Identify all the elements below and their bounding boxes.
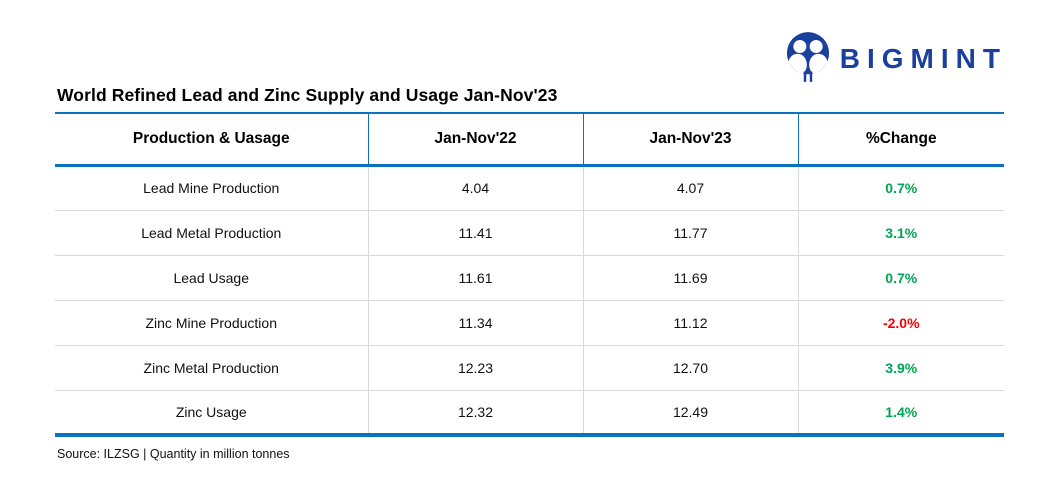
lead-zinc-supply-table: Production & Uasage Jan-Nov'22 Jan-Nov'2… [55,112,1004,437]
col-header-jan-nov-22: Jan-Nov'22 [368,113,584,167]
table-row: Zinc Mine Production 11.34 11.12 -2.0% [55,299,1004,345]
header-row: Production & Uasage Jan-Nov'22 Jan-Nov'2… [55,113,1004,167]
bigmint-logo: BIGMINT [785,31,1007,90]
value-jan-nov23: 4.07 [583,165,799,210]
col-header-production-usage: Production & Uasage [55,113,369,167]
value-jan-nov22: 11.41 [368,209,584,255]
value-jan-nov23: 11.77 [583,209,799,255]
page-title: World Refined Lead and Zinc Supply and U… [57,85,558,105]
row-label: Zinc Mine Production [55,299,369,345]
value-jan-nov23: 12.70 [583,344,799,390]
value-jan-nov23: 12.49 [583,389,799,435]
value-jan-nov23: 11.69 [583,254,799,300]
value-jan-nov22: 11.61 [368,254,584,300]
value-pct-change: 3.1% [798,209,1004,255]
table-row: Zinc Metal Production 12.23 12.70 3.9% [55,344,1004,390]
col-header-pct-change: %Change [798,113,1004,167]
value-pct-change: 3.9% [798,344,1004,390]
row-label: Lead Mine Production [55,165,369,210]
row-label: Zinc Metal Production [55,344,369,390]
col-header-jan-nov-23: Jan-Nov'23 [583,113,799,167]
table-row: Lead Metal Production 11.41 11.77 3.1% [55,209,1004,255]
value-pct-change: 1.4% [798,389,1004,435]
value-jan-nov22: 4.04 [368,165,584,210]
table-row: Lead Mine Production 4.04 4.07 0.7% [55,165,1004,210]
source-note: Source: ILZSG | Quantity in million tonn… [57,447,290,461]
value-jan-nov22: 12.32 [368,389,584,435]
table-row: Lead Usage 11.61 11.69 0.7% [55,254,1004,300]
row-label: Zinc Usage [55,389,369,435]
value-jan-nov22: 11.34 [368,299,584,345]
value-pct-change: 0.7% [885,180,918,196]
row-label: Lead Metal Production [55,209,369,255]
table-row: Zinc Usage 12.32 12.49 1.4% [55,389,1004,435]
value-jan-nov23: 11.12 [583,299,799,345]
value-pct-change: 0.7% [798,254,1004,300]
row-label: Lead Usage [55,254,369,300]
brand-name: BIGMINT [839,42,1007,74]
people-circle-icon [785,31,831,90]
value-pct-change: -2.0% [798,299,1004,345]
value-jan-nov22: 12.23 [368,344,584,390]
